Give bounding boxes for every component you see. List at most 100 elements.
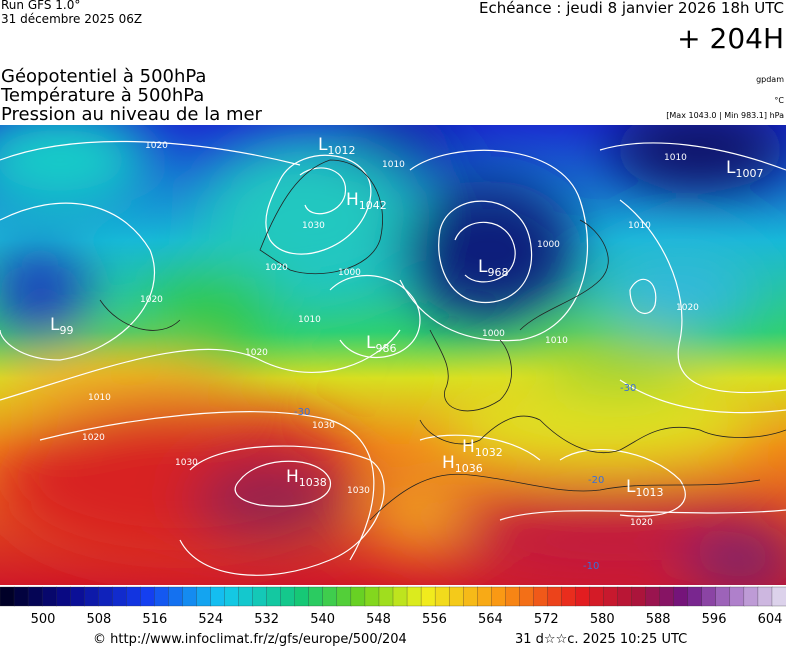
isobars [0,140,786,576]
valid-time: Echéance : jeudi 8 janvier 2026 18h UTC [479,0,784,17]
isobar-label: 1000 [537,240,560,250]
isobar-label: 1030 [312,421,335,431]
color-swatch [364,586,380,607]
color-swatch [673,586,689,607]
pressure-center: L99 [50,315,73,337]
color-swatch [392,586,408,607]
color-swatch [519,586,535,607]
color-swatch [743,586,759,607]
color-swatch [182,586,198,607]
scale-tick-label: 564 [478,612,503,627]
isobar-label: 1020 [140,295,163,305]
color-swatch [547,586,563,607]
color-swatch [406,586,422,607]
color-swatch [55,586,71,607]
scale-tick-label: 596 [702,612,727,627]
color-swatch [27,586,43,607]
field: Pression au niveau de la mer [1,104,263,125]
generated: 31 d☆☆c. 2025 10:25 UTC [515,632,687,647]
temperature-label: -30 [620,383,636,394]
temperature-label: -20 [588,475,604,486]
scale-tick-label: 508 [87,612,112,627]
color-swatch [126,586,142,607]
color-scale-ticks: 500 508 516 524 532 540 548 556 564 572 580 588 596 6… [31,612,783,627]
color-swatch [13,586,29,607]
pressure-center: L1012 [318,135,355,157]
scale-tick-label: 580 [590,612,615,627]
color-swatch [589,586,605,607]
color-swatch [168,586,184,607]
color-swatch [350,586,366,607]
pressure-center: L986 [366,333,396,355]
scale-tick-label: 572 [534,612,559,627]
pressure-center: L1013 [626,477,663,499]
unit: °C [774,96,784,105]
color-scale [0,586,786,607]
isobar-label: 1030 [347,486,370,496]
color-swatch [617,586,633,607]
color-swatch [434,586,450,607]
color-swatch [631,586,647,607]
color-swatch [687,586,703,607]
color-swatch [505,586,520,607]
color-swatch [477,586,492,607]
isobar-label: 1020 [630,518,653,528]
color-swatch [266,586,282,607]
scale-tick-label: 500 [31,612,56,627]
color-swatch [70,586,85,607]
isobar-label: 1030 [175,458,198,468]
temperature-label: -30 [294,407,310,418]
color-swatch [41,586,57,607]
isobar-label: 1020 [676,303,699,313]
color-swatch [336,586,352,607]
color-swatch [196,586,212,607]
pressure-center: H1036 [442,453,483,475]
color-swatch [729,586,745,607]
scale-tick-label: 604 [758,612,783,627]
lead-time: + 204H [677,22,784,55]
color-swatch [308,586,324,607]
color-swatch [98,586,113,607]
scale-tick-label: 532 [254,612,279,627]
isobar-label: 1010 [88,393,111,403]
pressure-center: H1032 [462,437,503,459]
pressure-center: L968 [478,257,508,279]
run-date: 31 décembre 2025 06Z [1,12,142,26]
color-swatch [238,586,254,607]
temperature-label: -10 [583,561,599,572]
color-swatch [378,586,394,607]
isobar-label: 1020 [265,263,288,273]
scale-tick-label: 516 [142,612,167,627]
color-swatch [280,586,296,607]
color-swatch [645,586,661,607]
pressure-center: L1007 [726,158,763,180]
color-swatch [659,586,675,607]
scale-tick-label: 588 [646,612,671,627]
color-swatch [603,586,619,607]
color-swatch [491,586,506,607]
color-swatch [252,586,268,607]
color-swatch [715,586,731,607]
scale-tick-label: 556 [422,612,447,627]
color-swatch [84,586,99,607]
unit: gpdam [756,75,784,84]
scale-tick-label: 548 [366,612,391,627]
color-swatch [0,586,15,607]
pressure-center: H1042 [346,190,387,212]
scale-tick-label: 540 [310,612,335,627]
scale-tick-label: 524 [198,612,223,627]
color-swatch [140,586,156,607]
color-swatch [448,586,464,607]
color-swatch [210,586,226,607]
isobar-label: 1000 [338,268,361,278]
isobar-label: 1010 [628,221,651,231]
isobar-label: 1010 [664,153,687,163]
color-swatch [575,586,591,607]
field: Température à 500hPa [0,85,204,106]
color-swatch [112,586,127,607]
color-swatch [154,586,170,607]
color-swatch [533,586,549,607]
color-swatch [757,586,773,607]
unit: [Max 1043.0 | Min 983.1] hPa [666,111,784,120]
